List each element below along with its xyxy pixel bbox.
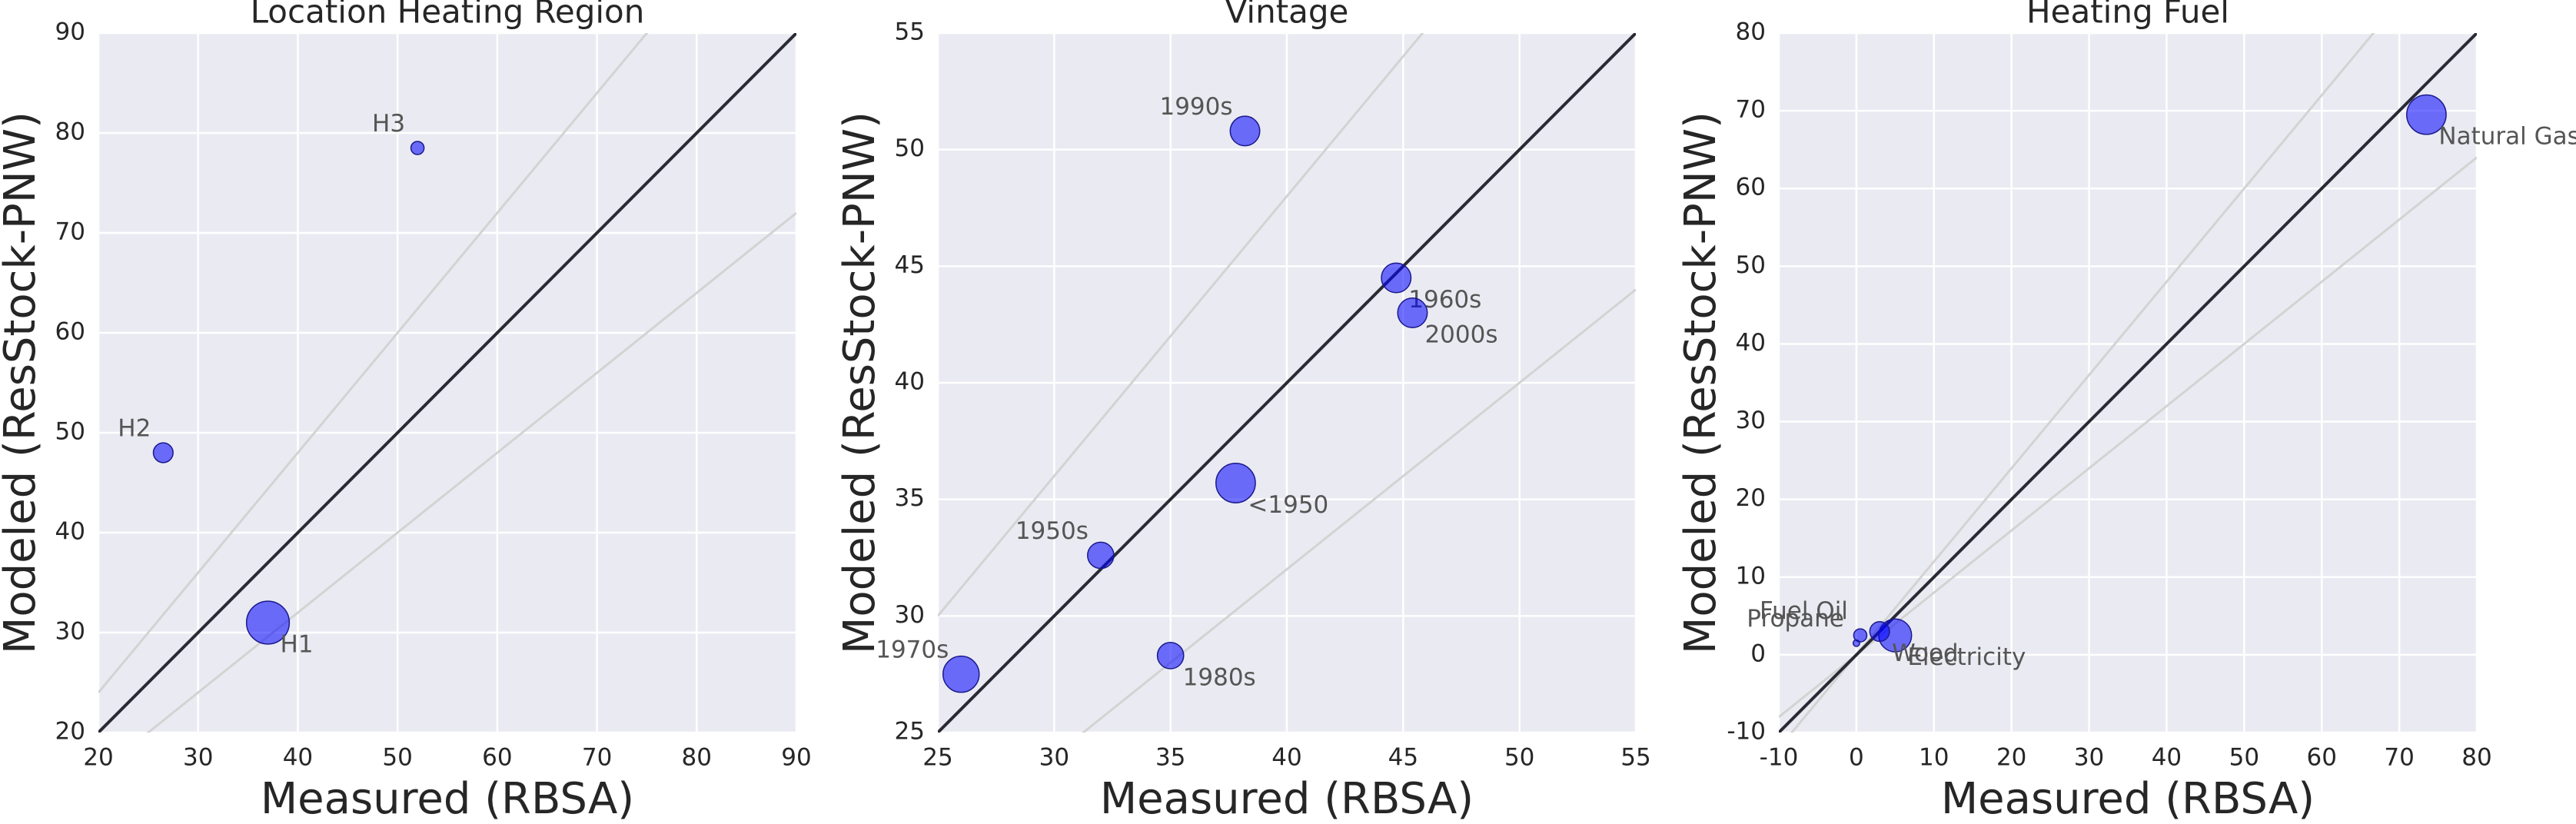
point-label: H3 bbox=[372, 110, 405, 138]
point-label: Natural Gas bbox=[2438, 123, 2576, 151]
x-tick-label: 0 bbox=[1849, 744, 1864, 772]
data-point bbox=[1381, 262, 1412, 294]
point-label: H2 bbox=[118, 415, 151, 443]
reference-line bbox=[98, 33, 649, 693]
y-tick-label: 50 bbox=[895, 135, 925, 162]
x-tick-label: 30 bbox=[183, 744, 213, 772]
reference-line bbox=[1081, 288, 1636, 733]
reference-line bbox=[1790, 33, 2375, 733]
x-tick-label: 20 bbox=[1996, 744, 2026, 772]
y-tick-label: 50 bbox=[1736, 251, 1766, 279]
y-tick-label: 30 bbox=[1736, 407, 1766, 434]
data-point bbox=[1852, 639, 1860, 647]
x-tick-label: 35 bbox=[1155, 744, 1185, 772]
x-tick-label: 25 bbox=[922, 744, 952, 772]
x-tick-label: 50 bbox=[2229, 744, 2259, 772]
y-tick-label: 55 bbox=[895, 18, 925, 46]
point-label: 2000s bbox=[1424, 321, 1497, 349]
x-tick-label: 50 bbox=[1504, 744, 1534, 772]
x-tick-label: 60 bbox=[2306, 744, 2336, 772]
y-tick-label: 10 bbox=[1736, 562, 1766, 590]
point-label: 1990s bbox=[1159, 93, 1232, 121]
x-axis-label: Measured (RBSA) bbox=[1100, 774, 1474, 824]
point-label: Fuel Oil bbox=[1760, 597, 1848, 625]
data-point bbox=[1397, 297, 1428, 328]
reference-line bbox=[938, 33, 1424, 617]
y-tick-label: 30 bbox=[895, 601, 925, 629]
y-tick-label: 60 bbox=[55, 318, 85, 346]
x-tick-label: 70 bbox=[2384, 744, 2414, 772]
x-tick-label: 60 bbox=[482, 744, 512, 772]
data-point bbox=[942, 655, 980, 693]
x-tick-label: 40 bbox=[1271, 744, 1301, 772]
point-label: <1950 bbox=[1248, 491, 1328, 519]
point-label: H1 bbox=[281, 631, 314, 659]
data-point bbox=[410, 141, 425, 155]
subplot-title: Vintage bbox=[1225, 0, 1349, 31]
x-tick-label: 55 bbox=[1620, 744, 1650, 772]
y-tick-label: 70 bbox=[1736, 96, 1766, 124]
y-tick-label: 45 bbox=[895, 251, 925, 279]
point-label: Wood bbox=[1892, 640, 1958, 667]
x-tick-label: 10 bbox=[1919, 744, 1949, 772]
x-tick-label: 70 bbox=[582, 744, 612, 772]
y-axis-label: Modeled (ResStock-PNW) bbox=[0, 111, 45, 654]
x-tick-label: -10 bbox=[1760, 744, 1799, 772]
y-tick-label: 70 bbox=[55, 218, 85, 246]
x-axis-label: Measured (RBSA) bbox=[261, 774, 634, 824]
x-tick-label: 20 bbox=[83, 744, 113, 772]
x-tick-label: 80 bbox=[682, 744, 712, 772]
y-tick-label: 20 bbox=[55, 718, 85, 746]
x-tick-label: 45 bbox=[1388, 744, 1418, 772]
subplot-title: Location Heating Region bbox=[251, 0, 645, 31]
reference-line bbox=[1779, 33, 2477, 733]
data-point bbox=[2406, 94, 2447, 135]
point-label: Electricity bbox=[1907, 643, 2026, 671]
x-tick-label: 30 bbox=[2074, 744, 2104, 772]
subplot-title: Heating Fuel bbox=[2026, 0, 2229, 31]
y-tick-label: 90 bbox=[55, 18, 85, 46]
y-tick-label: 20 bbox=[1736, 484, 1766, 512]
y-tick-label: 80 bbox=[55, 118, 85, 146]
y-tick-label: 50 bbox=[55, 418, 85, 446]
x-tick-label: 80 bbox=[2461, 744, 2491, 772]
reference-line bbox=[98, 33, 796, 733]
data-point bbox=[1853, 628, 1868, 643]
x-axis-label: Measured (RBSA) bbox=[1941, 774, 2315, 824]
x-tick-label: 50 bbox=[382, 744, 412, 772]
x-tick-label: 30 bbox=[1039, 744, 1069, 772]
y-tick-label: 0 bbox=[1750, 640, 1766, 667]
y-tick-label: 30 bbox=[55, 618, 85, 646]
data-point bbox=[152, 442, 174, 464]
point-label: 1970s bbox=[876, 636, 949, 664]
y-tick-label: 25 bbox=[895, 718, 925, 746]
data-point bbox=[1215, 463, 1256, 503]
data-point bbox=[1156, 642, 1185, 670]
point-label: Propane bbox=[1747, 605, 1844, 633]
point-label: 1980s bbox=[1183, 663, 1256, 691]
x-tick-label: 90 bbox=[781, 744, 811, 772]
y-tick-label: -10 bbox=[1727, 718, 1766, 746]
y-tick-label: 60 bbox=[1736, 174, 1766, 201]
data-point bbox=[1229, 115, 1261, 147]
reference-line bbox=[146, 211, 796, 733]
y-tick-label: 40 bbox=[895, 368, 925, 396]
y-tick-label: 40 bbox=[1736, 329, 1766, 357]
point-label: 1950s bbox=[1015, 517, 1089, 545]
y-tick-label: 35 bbox=[895, 484, 925, 512]
y-tick-label: 80 bbox=[1736, 18, 1766, 46]
reference-line bbox=[938, 33, 1636, 733]
data-point bbox=[245, 600, 291, 645]
data-point bbox=[1087, 541, 1115, 570]
y-tick-label: 40 bbox=[55, 518, 85, 546]
y-axis-label: Modeled (ResStock-PNW) bbox=[835, 111, 885, 654]
x-tick-label: 40 bbox=[2152, 744, 2182, 772]
data-point bbox=[1869, 620, 1890, 643]
x-tick-label: 40 bbox=[283, 744, 313, 772]
y-axis-label: Modeled (ResStock-PNW) bbox=[1676, 111, 1726, 654]
